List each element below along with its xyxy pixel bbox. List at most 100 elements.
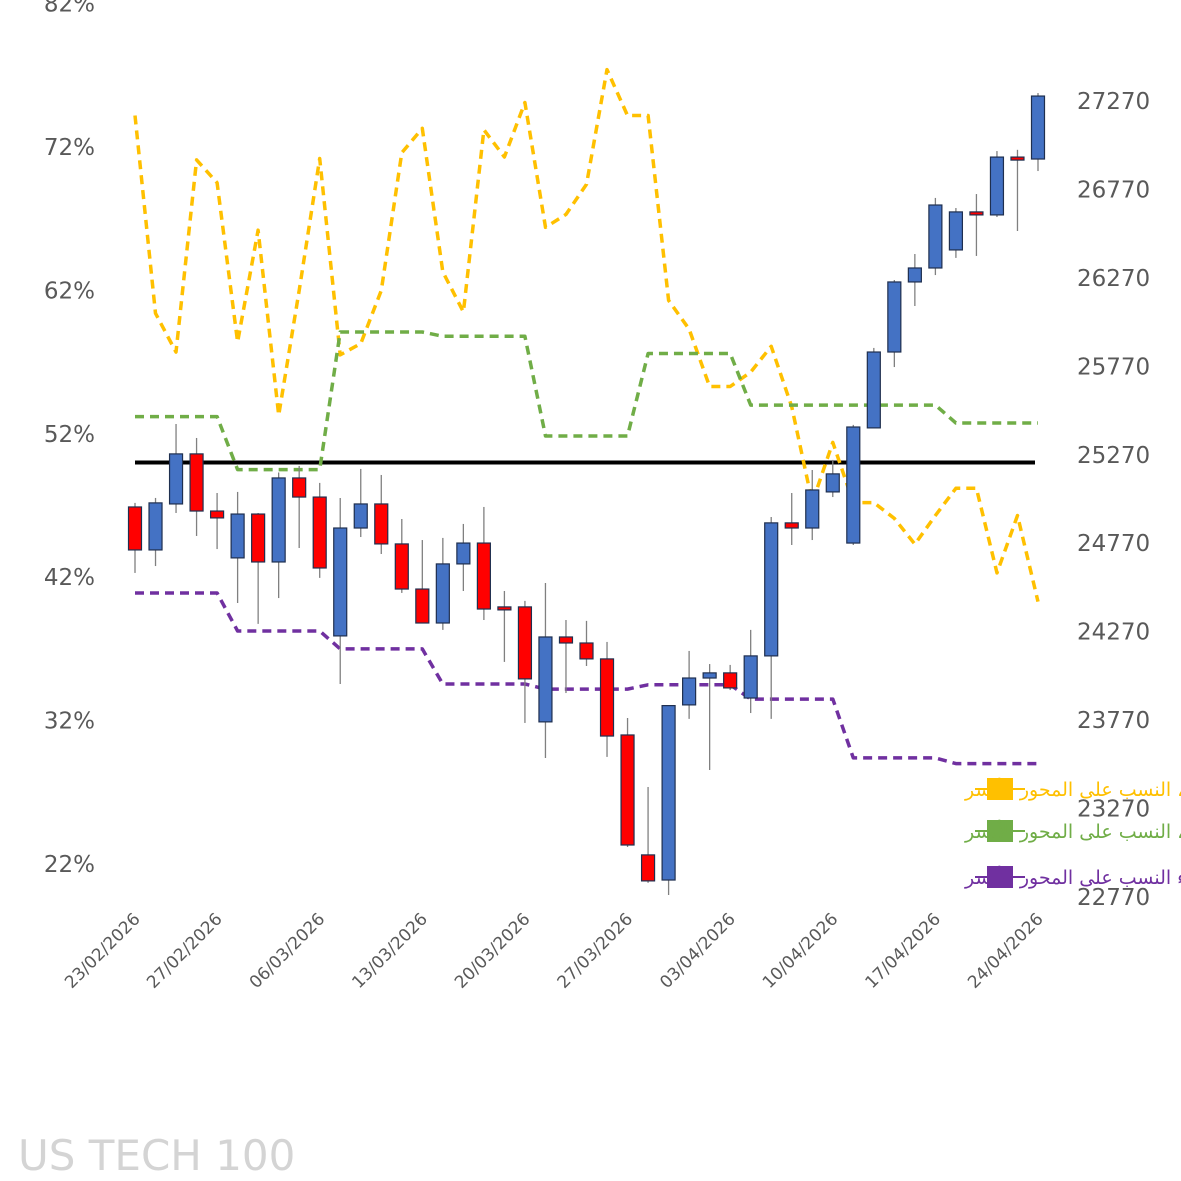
candle-body-bearish [292,477,307,498]
candle-body-bullish [435,563,450,624]
legend-swatch [987,866,1013,888]
right-axis-tick-label: 25770 [1077,354,1150,380]
x-axis-date-label: 13/03/2026 [348,909,431,992]
chart-title-watermark: US TECH 100 [18,1131,295,1180]
candle-body-bullish [168,453,184,505]
series-line-2 [135,330,1038,472]
candle-body-bullish [928,204,943,269]
candle-body-bullish [846,426,861,544]
candlesticks [127,93,1046,896]
candle-body-bullish [825,473,840,493]
candle-body-bearish [784,522,799,529]
right-axis-tick-label: 23270 [1077,797,1150,823]
candle [333,497,348,685]
right-axis-tick-label: 22770 [1077,885,1150,911]
x-axis-date-label: 27/02/2026 [143,909,226,992]
right-axis-tick-label: 24270 [1077,620,1150,646]
candle [948,208,964,258]
candle-body-bullish [271,477,286,563]
candle [989,151,1005,218]
x-axis-date-label: 17/04/2026 [861,909,944,992]
candle-body-bullish [866,351,881,429]
candle [805,469,820,541]
candle-body-bearish [209,510,225,519]
candle-body-bullish [907,267,922,283]
candle-body-bullish [948,211,964,251]
candle [456,523,471,591]
legend-label: توجه عملاء، نسبة الشراء، النسب على المحو… [964,778,1181,801]
x-axis-date-label: 27/03/2026 [554,909,637,992]
candle-body-bullish [805,489,820,529]
legend-swatch [987,778,1013,800]
candle-body-bearish [497,606,512,611]
candle [558,619,574,694]
candle-body-bullish [538,636,553,723]
legend-swatch [987,820,1013,842]
right-axis-tick-label: 26770 [1077,177,1150,203]
candle-body-bearish [374,503,389,545]
candle [764,517,779,719]
candle-body-bullish [661,705,676,881]
candle-body-bullish [989,156,1005,216]
series-line-3 [135,591,1038,766]
candle [682,650,697,719]
candle [866,347,881,429]
candle-body-bearish [312,496,327,569]
candle [168,423,184,513]
right-axis-tick-label: 26270 [1077,266,1150,292]
candle-body-bearish [969,211,984,216]
candle [312,482,327,578]
x-axis-date-label: 24/04/2026 [964,909,1047,992]
right-axis-tick-label: 25270 [1077,443,1150,469]
series-line-1 [133,67,1040,603]
left-axis-tick-label: 22% [44,852,95,878]
candle [969,194,984,256]
candle-body-bullish [230,513,245,559]
candle [887,280,902,368]
legend-label: توجه صناديق الرفع المالي، نسبة الشراء ال… [964,866,1181,889]
candle-body-bullish [353,503,368,529]
candle-body-bullish [743,655,758,699]
candle [394,518,409,593]
candle [743,629,758,714]
candle [907,254,922,307]
candle-body-bearish [476,542,491,610]
candle-body-bearish [415,588,430,624]
candle [1030,93,1046,172]
candle [579,620,594,666]
candle-body-bullish [333,527,348,637]
candle-body-bullish [764,522,779,657]
candle-body-bullish [148,502,163,551]
candle [292,465,307,548]
candle [846,424,861,545]
candle [640,786,656,883]
candle-body-bullish [1030,95,1046,160]
candle-body-bearish [723,672,738,689]
candle [353,468,368,538]
candle [476,506,491,620]
candle [620,717,635,847]
candle-body-bullish [887,281,902,353]
legend-label: توجه المؤسسات، نسبة الشراء، النسب على ال… [964,820,1181,843]
candle-body-bearish [558,636,574,644]
right-axis-tick-label: 23770 [1077,708,1150,734]
candle-body-bearish [1010,156,1025,161]
right-axis-tick-label: 27270 [1077,89,1150,115]
candle [661,705,676,896]
left-axis-tick-label: 62% [44,278,95,304]
candle [723,664,738,691]
candle-body-bullish [702,672,717,679]
candle [251,512,266,624]
candle [374,474,389,555]
candle-body-bearish [127,506,143,551]
candle-body-bearish [517,606,533,680]
left-axis-tick-label: 32% [44,709,95,735]
x-axis-date-label: 03/04/2026 [656,909,739,992]
candle [784,492,799,545]
candle [599,641,615,757]
candle [702,664,717,770]
candle [497,590,512,662]
candle-body-bearish [620,734,635,846]
